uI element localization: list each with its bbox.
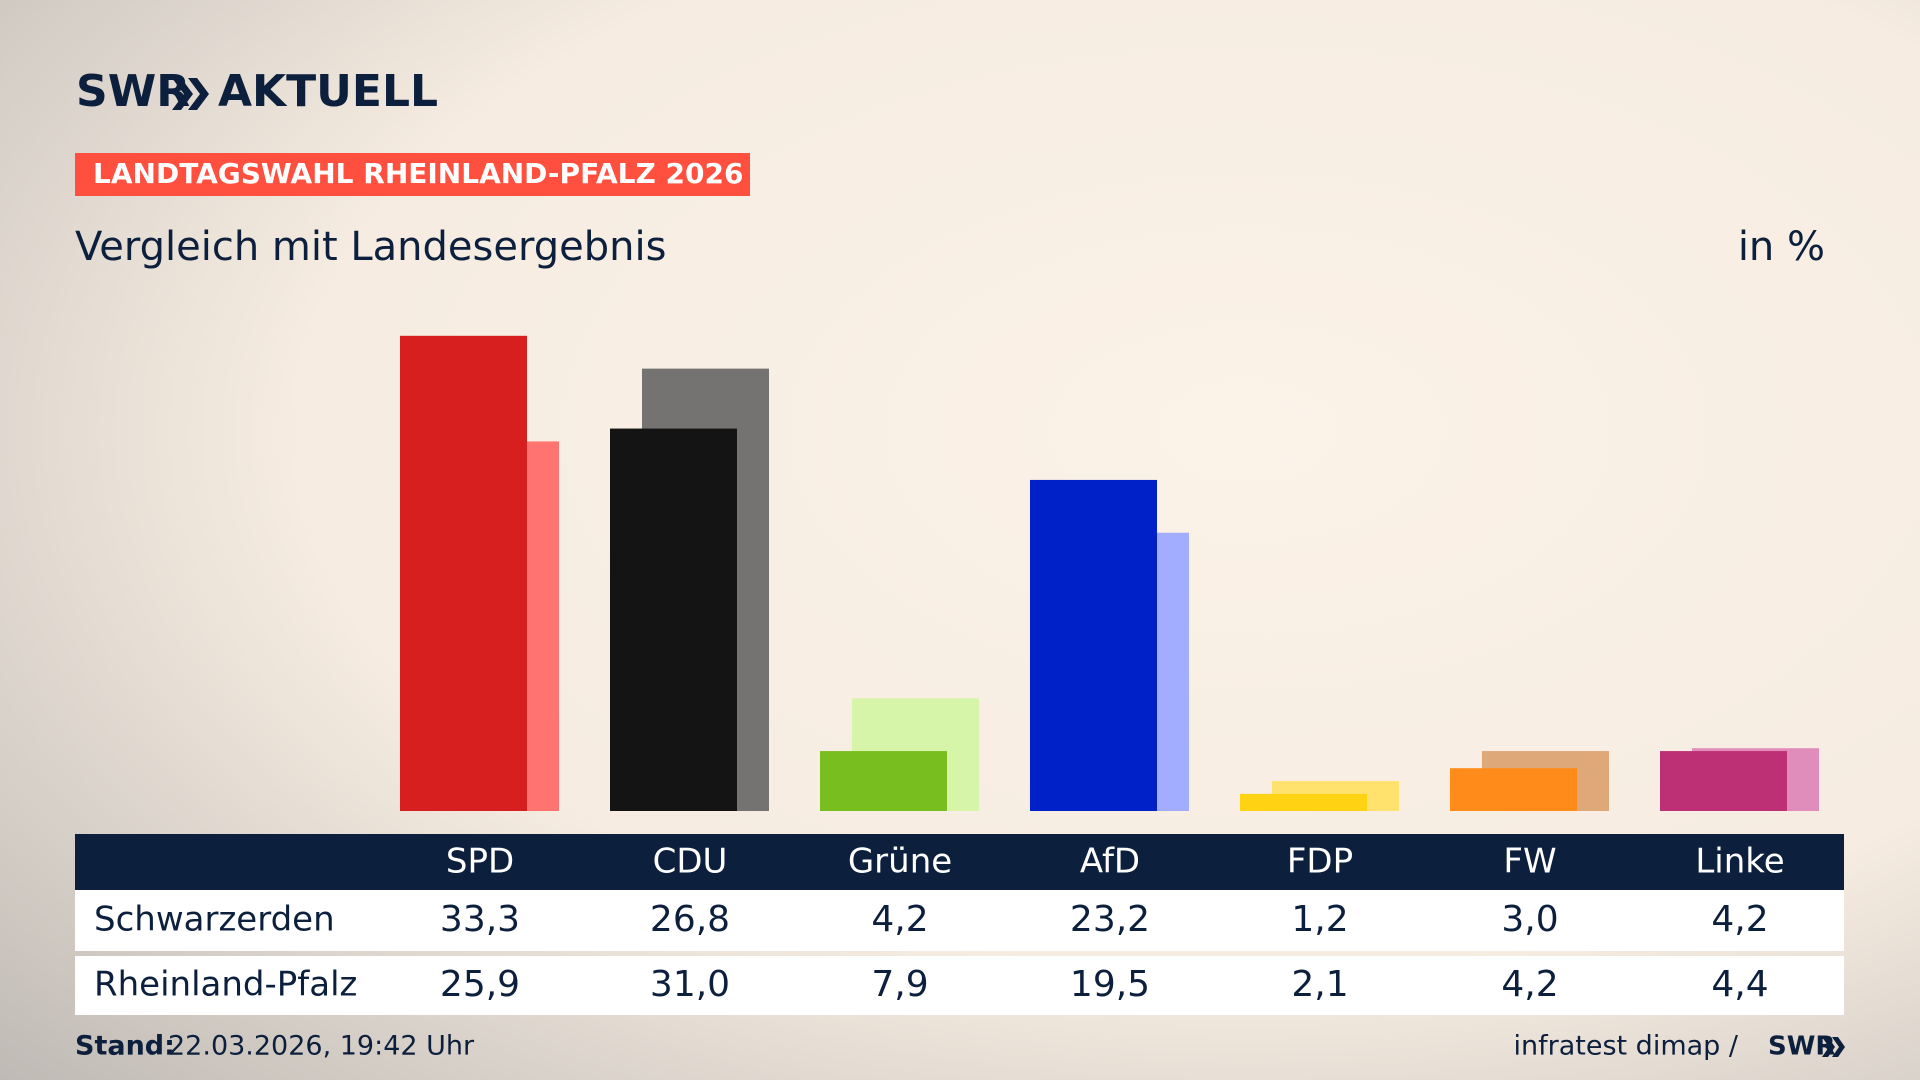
value-label: 26,8 [650, 899, 730, 940]
source: infratest dimap / [1513, 1031, 1738, 1062]
category-label: FDP [1287, 842, 1353, 882]
value-label: 3,0 [1501, 899, 1558, 940]
value-label: 19,5 [1070, 964, 1150, 1005]
category-label: AfD [1080, 842, 1140, 882]
value-label: 4,4 [1711, 964, 1768, 1005]
value-label: 33,3 [440, 899, 520, 940]
bar [1240, 793, 1367, 811]
value-label: 4,2 [1711, 899, 1768, 940]
category-label: Linke [1695, 842, 1784, 882]
category-label: CDU [653, 842, 728, 882]
unit-label: in % [1738, 224, 1825, 270]
table-row [75, 890, 1844, 951]
value-label: 23,2 [1070, 899, 1150, 940]
bar [1660, 751, 1787, 811]
bar [1450, 768, 1577, 811]
series-label: Schwarzerden [94, 900, 335, 940]
value-label: 31,0 [650, 964, 730, 1005]
tag-box [75, 153, 750, 196]
category-label: FW [1503, 842, 1556, 882]
bar [1030, 479, 1157, 811]
category-label: SPD [446, 842, 514, 882]
value-label: 25,9 [440, 964, 520, 1005]
brand-product: AKTUELL [218, 66, 438, 117]
category-label: Grüne [848, 842, 952, 882]
chart-title: Vergleich mit Landesergebnis [75, 224, 666, 270]
stand: 22.03.2026, 19:42 Uhr [168, 1031, 475, 1062]
brand: SWR [76, 66, 190, 117]
brand-chevrons [172, 78, 209, 110]
value-label: 4,2 [1501, 964, 1558, 1005]
value-label: 4,2 [871, 899, 928, 940]
table-row [75, 956, 1844, 1015]
bar [820, 751, 947, 811]
series-label: Rheinland-Pfalz [94, 965, 357, 1005]
value-label: 2,1 [1291, 964, 1348, 1005]
stand-label: Stand: [75, 1031, 175, 1062]
tag: LANDTAGSWAHL RHEINLAND-PFALZ 2026 [93, 157, 743, 190]
bar [610, 428, 737, 811]
table-header [75, 834, 1844, 890]
value-label: 7,9 [871, 964, 928, 1005]
value-label: 1,2 [1291, 899, 1348, 940]
bar [400, 335, 527, 811]
source-chevrons [1822, 1037, 1845, 1057]
